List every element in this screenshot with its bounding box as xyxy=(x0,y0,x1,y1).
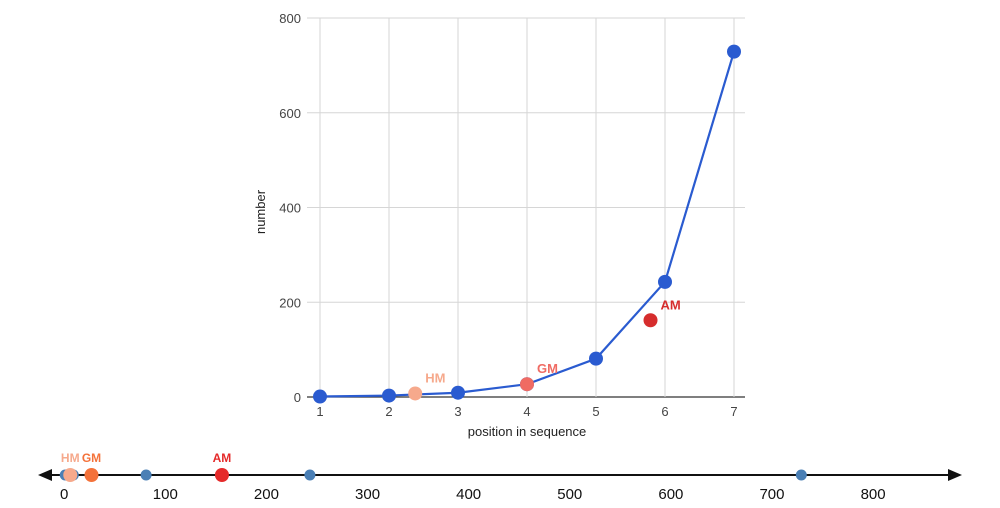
am-point xyxy=(643,313,658,328)
number-line-point xyxy=(795,469,807,481)
number-line-tick-label: 400 xyxy=(456,486,481,503)
x-tick-label: 6 xyxy=(661,404,668,419)
x-axis-label: position in sequence xyxy=(468,424,587,439)
gm-marker xyxy=(84,468,99,482)
number-line-tick-label: 500 xyxy=(557,486,582,503)
x-tick-label: 1 xyxy=(316,404,323,419)
hm-marker-label: HM xyxy=(61,451,80,465)
number-line-tick-label: 300 xyxy=(355,486,380,503)
number-line-tick-label: 600 xyxy=(658,486,683,503)
number-line-axis xyxy=(38,469,962,481)
data-point xyxy=(382,388,396,403)
y-tick-label: 200 xyxy=(279,295,301,310)
gm-point xyxy=(520,377,534,392)
number-line-tick-label: 0 xyxy=(60,486,68,503)
data-point xyxy=(451,385,465,400)
number-line-point xyxy=(304,469,316,481)
y-tick-label: 800 xyxy=(279,11,301,26)
sequence-line-chart: 0 200 400 600 800 1 2 3 4 5 6 7 position in sequenc… xyxy=(253,11,745,439)
grid-lines xyxy=(307,17,745,398)
x-tick-label: 5 xyxy=(592,404,599,419)
number-line: 0 100 200 300 400 500 600 700 800 HM GM AM xyxy=(38,451,962,503)
gm-marker-label: GM xyxy=(82,451,101,465)
number-line-point xyxy=(140,469,152,481)
hm-marker xyxy=(63,468,78,482)
number-line-mean-markers: HM GM AM xyxy=(61,451,231,482)
data-point xyxy=(313,389,327,404)
number-line-tick-labels: 0 100 200 300 400 500 600 700 800 xyxy=(60,486,886,503)
y-tick-label: 600 xyxy=(279,106,301,121)
data-point xyxy=(589,351,603,366)
x-tick-label: 7 xyxy=(730,404,737,419)
x-tick-label: 2 xyxy=(385,404,392,419)
am-marker-label: AM xyxy=(213,451,232,465)
am-label: AM xyxy=(661,297,681,312)
x-tick-label: 3 xyxy=(454,404,461,419)
hm-point xyxy=(408,386,423,401)
tick-labels: 0 200 400 600 800 1 2 3 4 5 6 7 xyxy=(279,11,737,419)
x-tick-label: 4 xyxy=(523,404,530,419)
gm-label: GM xyxy=(537,361,558,376)
mean-annotations: HM GM AM xyxy=(408,297,681,401)
data-point xyxy=(658,274,672,289)
hm-label: HM xyxy=(425,370,445,385)
y-tick-label: 400 xyxy=(279,201,301,216)
number-line-tick-label: 800 xyxy=(861,486,886,503)
arrow-right-icon xyxy=(948,469,962,481)
arrow-left-icon xyxy=(38,469,52,481)
data-point xyxy=(727,44,741,59)
number-line-tick-label: 200 xyxy=(254,486,279,503)
number-line-tick-label: 700 xyxy=(759,486,784,503)
number-line-tick-label: 100 xyxy=(153,486,178,503)
am-marker xyxy=(214,468,229,482)
y-axis-label: number xyxy=(253,189,268,234)
y-tick-label: 0 xyxy=(294,390,301,405)
